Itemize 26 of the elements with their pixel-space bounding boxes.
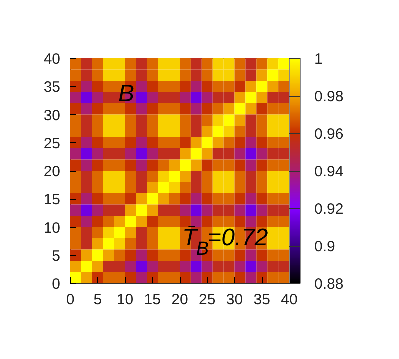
y-tick-label: 0 <box>52 276 60 293</box>
x-tick-label: 40 <box>281 292 298 308</box>
y-tick-label: 35 <box>44 79 61 96</box>
x-tick-label: 15 <box>144 292 161 308</box>
y-tick-label: 5 <box>52 248 60 265</box>
y-tick-label: 25 <box>44 135 61 152</box>
y-tick-label: 20 <box>44 164 61 180</box>
color-bar-label: 0.88 <box>314 276 344 293</box>
color-bar-label: 0.94 <box>314 164 344 180</box>
y-tick-label: 40 <box>44 51 61 68</box>
color-bar-label: 0.9 <box>314 238 336 256</box>
color-bar-label: 1 <box>314 51 323 68</box>
x-tick-label: 10 <box>116 292 134 308</box>
x-tick-label: 0 <box>66 292 75 308</box>
color-bar-label: 0.92 <box>314 201 344 218</box>
x-tick-label: 5 <box>94 292 102 308</box>
x-tick-label: 30 <box>226 292 244 308</box>
x-tick-label: 35 <box>254 292 270 308</box>
annotation: B <box>118 80 135 108</box>
y-tick-label: 10 <box>44 220 61 237</box>
x-tick-label: 25 <box>199 292 216 308</box>
y-tick-label: 30 <box>44 107 61 124</box>
color-bar-label: 0.98 <box>314 88 344 106</box>
color-bar-label: 0.96 <box>314 126 344 143</box>
y-tick-label: 15 <box>44 192 61 209</box>
x-tick-label: 20 <box>172 292 188 308</box>
